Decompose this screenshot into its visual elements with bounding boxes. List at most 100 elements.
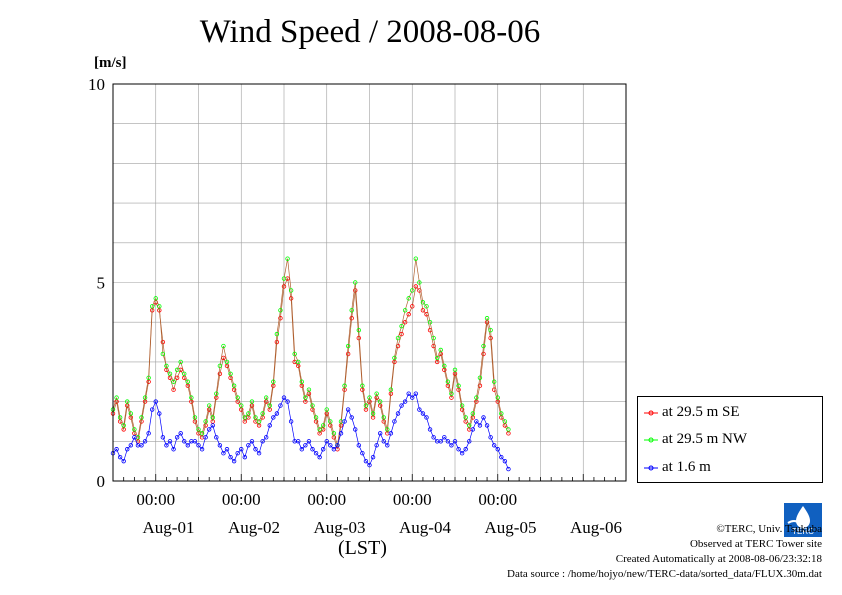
data-point [406, 296, 411, 301]
data-point [278, 403, 283, 408]
data-point [442, 435, 447, 440]
data-point [392, 355, 397, 361]
data-point [153, 296, 158, 301]
data-point [328, 443, 333, 448]
x-time-tick-label: 00:00 [393, 490, 432, 509]
data-point [317, 454, 322, 460]
data-point [196, 443, 201, 448]
legend-label-se: at 29.5 m SE [662, 404, 740, 420]
data-point [167, 371, 173, 377]
data-point [506, 466, 511, 472]
data-point [139, 415, 144, 420]
data-point [363, 458, 369, 464]
data-point [406, 312, 411, 317]
data-point [239, 447, 244, 452]
data-point [171, 447, 176, 452]
data-point [477, 375, 483, 380]
data-point [317, 427, 322, 432]
data-point [438, 439, 443, 444]
data-point [117, 454, 123, 460]
data-point [410, 288, 415, 293]
data-point [114, 395, 119, 400]
data-point [178, 431, 183, 436]
data-point [413, 256, 419, 261]
data-point [239, 403, 244, 408]
data-point [160, 351, 166, 357]
data-point [149, 304, 155, 309]
data-point [299, 379, 305, 384]
data-point [385, 427, 390, 432]
data-point [463, 415, 468, 420]
data-point [388, 387, 394, 392]
data-point [185, 443, 191, 448]
data-point [313, 415, 319, 420]
data-point [353, 427, 358, 432]
data-point [281, 276, 287, 281]
data-point [356, 443, 362, 448]
data-point [313, 451, 319, 456]
data-point [192, 415, 198, 420]
data-point [142, 395, 148, 400]
data-point [253, 447, 258, 452]
data-point [360, 383, 365, 388]
data-point [125, 399, 130, 404]
data-point [463, 447, 468, 452]
y-tick-label: 5 [97, 274, 106, 293]
data-point [171, 387, 176, 392]
data-point [335, 443, 340, 448]
data-point [121, 458, 126, 464]
data-point [260, 411, 265, 416]
series-line [112, 277, 509, 450]
credit-copyright: ©TERC, Univ. Tsukuba [716, 523, 822, 535]
data-point [449, 443, 454, 448]
data-point [491, 443, 497, 448]
data-point [174, 435, 180, 440]
data-point [434, 355, 440, 361]
data-point [235, 395, 240, 400]
data-point [377, 399, 383, 404]
data-point [249, 399, 255, 404]
x-date-tick-label: Aug-03 [314, 518, 366, 537]
data-point [484, 423, 490, 428]
data-point [263, 395, 269, 400]
data-point [356, 327, 362, 333]
series-line [112, 258, 509, 446]
chart-title: Wind Speed / 2008-08-06 [199, 14, 541, 50]
data-point [164, 363, 169, 369]
data-point [381, 415, 386, 420]
data-point [231, 458, 237, 464]
data-point [139, 443, 144, 448]
data-point [246, 443, 251, 448]
legend-marker-1-6m [644, 465, 658, 471]
data-point [206, 427, 212, 432]
data-point [431, 435, 436, 440]
data-point [271, 415, 276, 420]
data-point [452, 439, 458, 444]
data-point [406, 391, 411, 396]
data-point [128, 411, 134, 416]
data-point [274, 331, 280, 337]
data-point [342, 419, 347, 424]
y-axis-unit-label: [m/s] [94, 55, 127, 71]
data-point [370, 411, 376, 416]
legend-entry-se: at 29.5 m SE [644, 403, 740, 421]
data-point [374, 443, 379, 448]
x-time-tick-label: 00:00 [136, 490, 175, 509]
data-point [253, 415, 258, 420]
data-point [256, 451, 262, 456]
data-point [296, 359, 301, 365]
data-point [121, 423, 126, 428]
data-point [210, 423, 215, 428]
data-point [474, 419, 479, 424]
data-point [459, 403, 465, 408]
credit-source: Data source : /home/hojyo/new/TERC-data/… [507, 568, 822, 580]
x-date-tick-label: Aug-01 [143, 518, 195, 537]
data-point [331, 447, 337, 452]
data-point [402, 399, 408, 404]
data-point [459, 451, 465, 456]
data-point [427, 320, 433, 325]
data-point [420, 308, 426, 313]
x-date-tick-label: Aug-06 [570, 518, 622, 537]
data-point [399, 403, 404, 408]
data-point [292, 351, 297, 357]
